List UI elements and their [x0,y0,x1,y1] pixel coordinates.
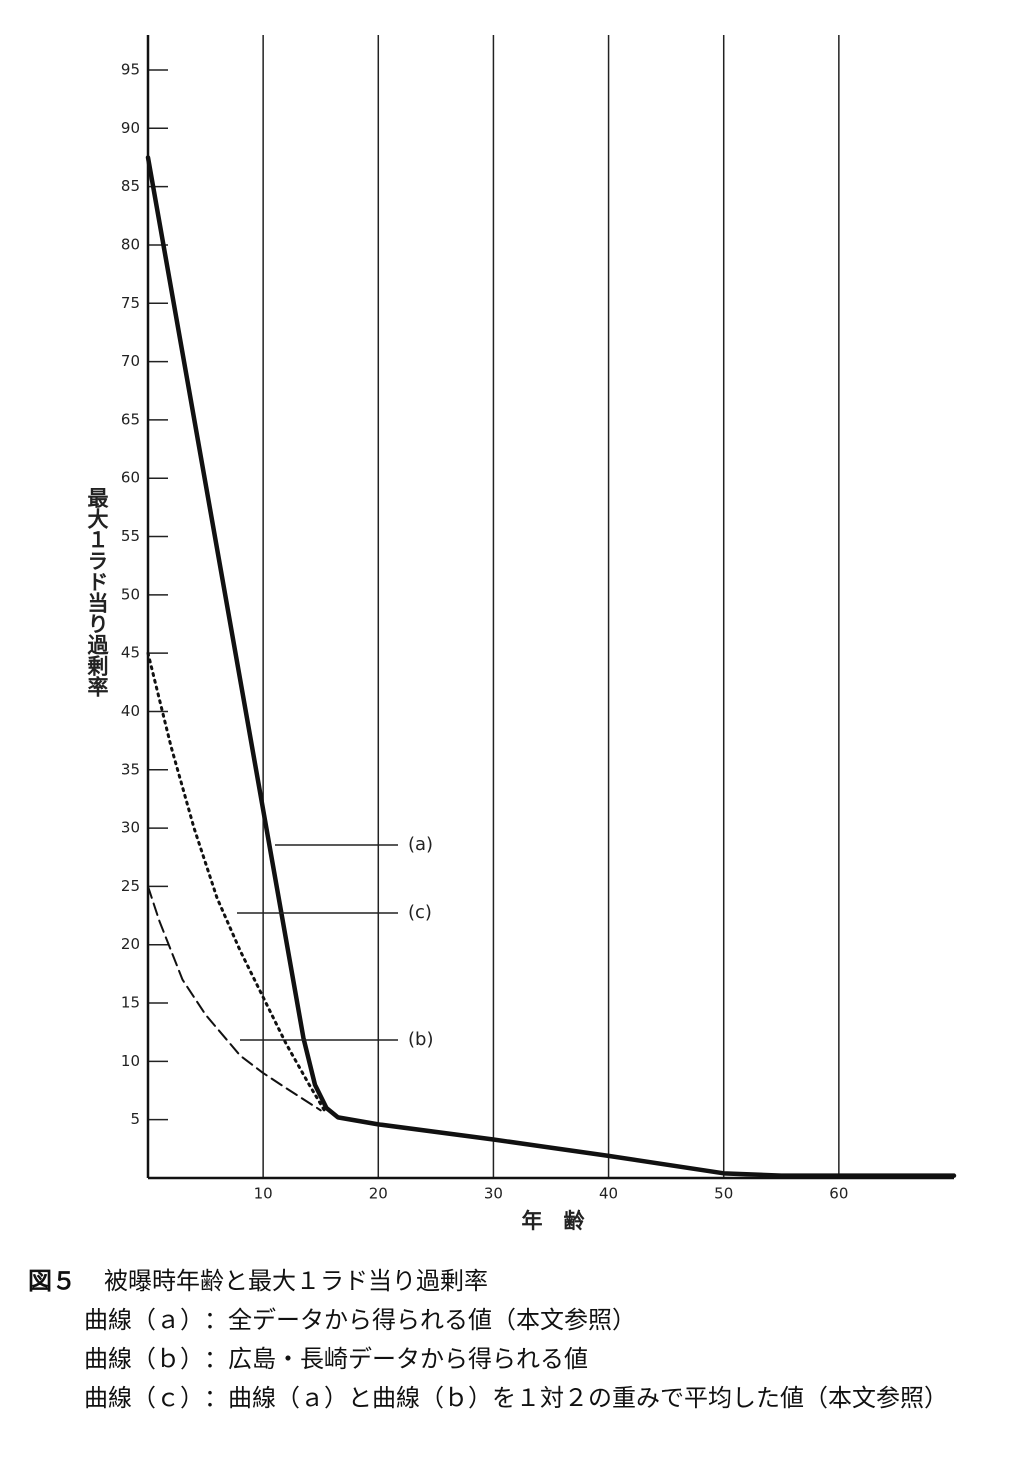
curve-description: ：曲線（ａ）と曲線（ｂ）を１対２の重みで平均した値（本文参照） [204,1384,948,1412]
y-tick-label: 10 [121,1052,140,1070]
chart: 年 齢 最大１ラド当り過剰率 10 20 30 40 50 60 5 10 15 20 25 30 35… [85,35,957,1233]
y-tick-label: 15 [121,994,140,1012]
legend-label: (b) [408,1029,433,1050]
y-tick-label: 20 [121,935,140,953]
curve-name: 曲線（ｃ） [84,1384,204,1412]
caption-title: 被曝時年齢と最大１ラド当り過剰率 [104,1267,488,1295]
y-tick-label: 95 [121,60,140,78]
caption-line: 曲線（ａ） ：全データから得られる値（本文参照） [28,1301,998,1340]
x-tick-label: 50 [714,1185,733,1203]
y-tick-label: 60 [121,469,140,487]
y-axis-label: 最大１ラド当り過剰率 [85,487,110,698]
curve-description: ：広島・長崎データから得られる値 [204,1345,588,1373]
curve-name: 曲線（ｂ） [84,1345,204,1373]
y-tick-label: 5 [130,1110,140,1128]
y-tick-label: 75 [121,294,140,312]
x-tick-label: 40 [599,1185,618,1203]
x-tick-label: 20 [369,1185,388,1203]
y-tick-label: 45 [121,644,140,662]
x-axis-label: 年 齢 [522,1209,586,1233]
curve-name: 曲線（ａ） [84,1306,204,1334]
figure-number: 図５ [28,1267,76,1295]
series-line [145,155,957,1178]
y-tick-label: 65 [121,410,140,428]
y-tick-label: 70 [121,352,140,370]
caption-title-row: 図５ 被曝時年齢と最大１ラド当り過剰率 [28,1262,998,1301]
legend-label: (a) [408,834,433,855]
y-tick-label: 40 [121,702,140,720]
curve-description: ：全データから得られる値（本文参照） [204,1306,636,1334]
y-tick-label: 55 [121,527,140,545]
y-tick-label: 80 [121,235,140,253]
y-tick-label: 85 [121,177,140,195]
series-line [147,885,322,1112]
x-tick-label: 10 [254,1185,273,1203]
x-tick-label: 60 [829,1185,848,1203]
y-tick-label: 30 [121,819,140,837]
y-tick-label: 90 [121,119,140,137]
legend-label: (c) [408,902,432,923]
series-line [146,651,328,1116]
y-tick-label: 25 [121,877,140,895]
y-tick-label: 35 [121,760,140,778]
caption: 図５ 被曝時年齢と最大１ラド当り過剰率 曲線（ａ） ：全データから得られる値（本文参… [28,1262,998,1418]
x-tick-label: 30 [484,1185,503,1203]
caption-lines: 曲線（ａ） ：全データから得られる値（本文参照） 曲線（ｂ） ：広島・長崎データから得… [28,1301,998,1418]
caption-line: 曲線（ｃ） ：曲線（ａ）と曲線（ｂ）を１対２の重みで平均した値（本文参照） [28,1379,998,1418]
caption-line: 曲線（ｂ） ：広島・長崎データから得られる値 [28,1340,998,1379]
y-tick-label: 50 [121,585,140,603]
